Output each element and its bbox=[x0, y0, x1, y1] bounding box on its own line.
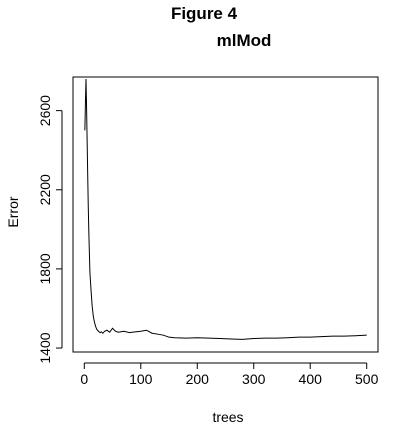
chart-title: mlMod bbox=[216, 31, 272, 50]
x-axis: 0 100 200 300 400 500 bbox=[80, 362, 379, 387]
x-tick-label: 0 bbox=[80, 371, 88, 387]
x-tick-label: 200 bbox=[186, 371, 210, 387]
y-tick-label: 2200 bbox=[37, 174, 53, 205]
y-axis-label: Error bbox=[5, 196, 21, 227]
x-tick-label: 100 bbox=[129, 371, 153, 387]
x-axis-label: trees bbox=[212, 409, 243, 425]
x-tick-label: 500 bbox=[355, 371, 379, 387]
y-tick-label: 2600 bbox=[37, 95, 53, 126]
y-axis: 1400 1800 2200 2600 bbox=[37, 95, 63, 364]
figure-title: Figure 4 bbox=[170, 4, 238, 23]
x-tick-label: 300 bbox=[242, 371, 266, 387]
x-tick-label: 400 bbox=[299, 371, 323, 387]
y-tick-label: 1800 bbox=[37, 253, 53, 284]
plot-frame bbox=[72, 76, 379, 353]
y-tick-label: 1400 bbox=[37, 332, 53, 363]
series-line bbox=[84, 78, 367, 340]
